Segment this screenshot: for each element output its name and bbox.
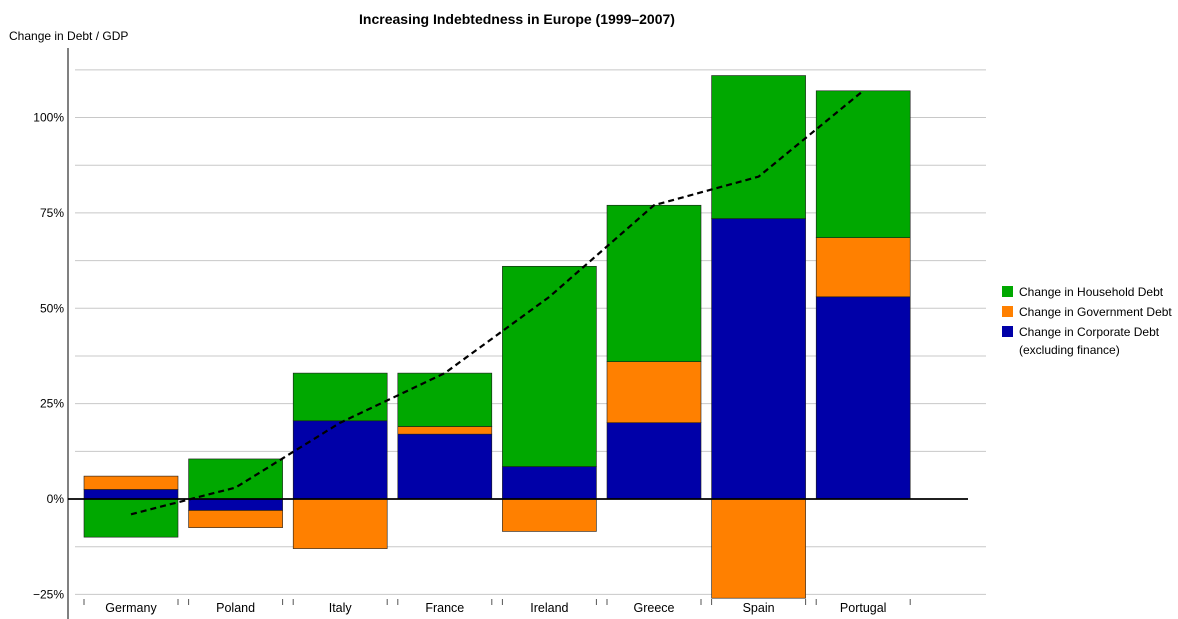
bar-greece-corporate-debt — [606, 422, 702, 500]
bar-poland-household-debt — [188, 458, 283, 500]
x-tick-label-italy: Italy — [329, 601, 353, 615]
legend-label-corporate: Change in Corporate Debt — [1019, 325, 1160, 339]
x-tick-label-germany: Germany — [105, 601, 157, 615]
legend-label-government: Change in Government Debt — [1019, 305, 1172, 319]
bar-france-corporate-debt — [397, 433, 493, 500]
bar-ireland-corporate-debt — [502, 466, 597, 500]
legend: Change in Household Debt Change in Gover… — [1002, 285, 1172, 357]
legend-label-household: Change in Household Debt — [1019, 285, 1164, 299]
bar-poland-corporate-debt — [188, 498, 283, 511]
x-tick-label-portugal: Portugal — [840, 601, 887, 615]
y-tick-label: 100% — [33, 111, 64, 125]
bar-portugal-government-debt — [815, 237, 911, 298]
x-axis: Germany Poland Italy France Ireland Greece Spa… — [83, 599, 911, 615]
chart-title: Increasing Indebtedness in Europe (1999–… — [359, 11, 675, 27]
bar-germany-corporate-debt — [83, 489, 179, 500]
bar-france-household-debt — [397, 372, 493, 427]
y-tick-label: 50% — [40, 301, 64, 315]
legend-swatch-corporate — [1002, 326, 1013, 337]
bar-spain-household-debt — [711, 75, 806, 219]
bar-italy-government-debt — [292, 498, 388, 549]
y-tick-label: −25% — [33, 587, 64, 601]
y-tick-label: 75% — [40, 206, 64, 220]
bar-greece-household-debt — [606, 204, 702, 362]
x-tick-label-poland: Poland — [216, 601, 255, 615]
bar-germany-household-debt — [83, 498, 179, 538]
bar-poland-government-debt — [188, 510, 283, 528]
bar-italy-corporate-debt — [292, 420, 388, 500]
bar-portugal-corporate-debt — [815, 296, 911, 500]
x-tick-label-ireland: Ireland — [530, 601, 568, 615]
y-axis: −25% 0% 25% 50% 75% 100% — [33, 48, 69, 619]
bar-italy-household-debt — [292, 372, 388, 422]
bar-portugal-household-debt — [815, 90, 911, 238]
bar-ireland-government-debt — [502, 498, 597, 532]
bar-greece-government-debt — [606, 361, 702, 424]
y-tick-label: 0% — [47, 492, 65, 506]
x-tick-label-france: France — [425, 601, 464, 615]
total-debt-dashed-line — [130, 89, 864, 516]
legend-swatch-household — [1002, 286, 1013, 297]
legend-swatch-government — [1002, 306, 1013, 317]
x-tick-label-spain: Spain — [743, 601, 775, 615]
y-axis-title: Change in Debt / GDP — [9, 29, 128, 43]
bar-ireland-household-debt — [502, 265, 597, 467]
bar-spain-government-debt — [711, 498, 806, 599]
bar-france-government-debt — [397, 426, 493, 435]
bars — [83, 75, 911, 599]
x-tick-label-greece: Greece — [634, 601, 675, 615]
total-debt-line — [130, 89, 864, 516]
y-tick-label: 25% — [40, 397, 64, 411]
bar-germany-government-debt — [83, 475, 179, 490]
legend-label-corporate-line2: (excluding finance) — [1019, 343, 1120, 357]
bar-spain-corporate-debt — [711, 218, 806, 500]
